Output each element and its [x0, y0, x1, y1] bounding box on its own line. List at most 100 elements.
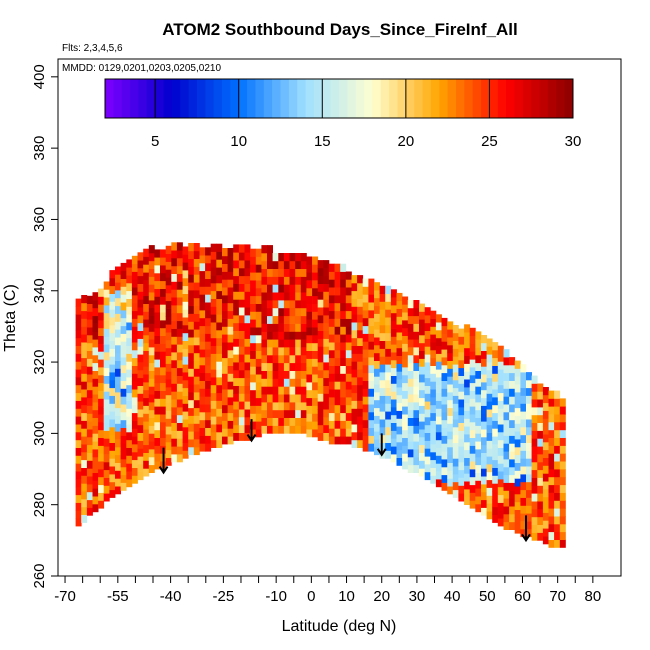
heatmap-cell — [227, 389, 234, 398]
heatmap-cell — [283, 362, 290, 371]
heatmap-cell — [233, 322, 240, 331]
heatmap-cell — [368, 310, 375, 319]
heatmap-cell — [233, 385, 240, 394]
heatmap-cell — [188, 321, 195, 330]
heatmap-cell — [255, 421, 262, 430]
heatmap-cell — [210, 275, 217, 284]
heatmap-cell — [261, 402, 268, 411]
heatmap-cell — [514, 486, 521, 495]
heatmap-cell — [390, 422, 397, 431]
heatmap-cell — [328, 271, 335, 280]
heatmap-cell — [143, 405, 150, 414]
y-tick-label: 400 — [31, 64, 48, 89]
heatmap-cell — [250, 248, 257, 257]
heatmap-cell — [441, 396, 448, 405]
heatmap-cell — [272, 260, 279, 269]
heatmap-cell — [554, 516, 561, 525]
heatmap-cell — [464, 379, 471, 388]
heatmap-cell — [497, 392, 504, 401]
colorbar-segment — [522, 79, 532, 118]
heatmap-cell — [503, 427, 510, 436]
heatmap-cell — [154, 320, 161, 329]
heatmap-cell — [441, 459, 448, 468]
heatmap-cell — [435, 322, 442, 331]
heatmap-cell — [469, 335, 476, 344]
heatmap-cell — [126, 369, 133, 378]
heatmap-cell — [165, 347, 172, 356]
heatmap-cell — [98, 335, 105, 344]
heatmap-cell — [92, 425, 99, 434]
heatmap-cell — [267, 417, 273, 426]
y-axis-label: Theta (C) — [2, 284, 19, 352]
heatmap-cell — [531, 383, 538, 392]
heatmap-cell — [402, 445, 409, 454]
heatmap-cell — [278, 425, 285, 434]
heatmap-cell — [464, 465, 471, 474]
heatmap-cell — [362, 357, 369, 366]
heatmap-cell — [81, 483, 88, 492]
heatmap-cell — [81, 349, 88, 359]
heatmap-cell — [154, 257, 161, 266]
heatmap-cell — [548, 492, 555, 501]
heatmap-cell — [486, 448, 493, 457]
heatmap-cell — [531, 414, 538, 423]
heatmap-cell — [216, 330, 223, 339]
heatmap-cell — [81, 334, 88, 343]
heatmap-cell — [199, 255, 206, 264]
chart-title: ATOM2 Southbound Days_Since_FireInf_All — [162, 20, 517, 39]
heatmap-cell — [306, 264, 313, 273]
x-axis: -70 -55 -40 -25 -10 0 10 20 30 40 50 60 70 80 — [54, 576, 601, 605]
heatmap-cell — [199, 364, 206, 374]
heatmap-cell — [193, 423, 200, 432]
heatmap-cell — [328, 428, 335, 437]
colorbar-segment — [447, 79, 457, 118]
heatmap-cell — [165, 308, 172, 317]
heatmap-cell — [205, 255, 212, 264]
heatmap-cell — [289, 409, 296, 418]
heatmap-cell — [537, 438, 544, 447]
heatmap-cell — [424, 385, 431, 394]
heatmap-cell — [188, 360, 195, 369]
heatmap-cell — [92, 370, 99, 379]
heatmap-cell — [542, 457, 549, 466]
heatmap-cell — [481, 421, 487, 430]
heatmap-cell — [148, 449, 155, 458]
heatmap-cell — [424, 307, 431, 316]
heatmap-cell — [92, 449, 99, 458]
heatmap-cell — [345, 279, 352, 288]
heatmap-cell — [554, 390, 561, 399]
heatmap-cell — [385, 450, 392, 459]
heatmap-cell — [300, 307, 307, 317]
heatmap-cell — [182, 262, 189, 271]
heatmap-cell — [295, 417, 302, 426]
heatmap-cell — [503, 349, 510, 358]
heatmap-cell — [216, 439, 223, 448]
heatmap-cell — [323, 260, 330, 269]
heatmap-cell — [464, 496, 471, 505]
colorbar-segment — [280, 79, 290, 118]
heatmap-cell — [368, 435, 375, 444]
heatmap-cell — [205, 325, 212, 334]
heatmap-cell — [402, 398, 409, 407]
heatmap-cell — [424, 401, 431, 410]
heatmap-cell — [430, 349, 437, 359]
heatmap-cell — [92, 504, 99, 513]
heatmap-cell — [497, 424, 504, 433]
heatmap-cell — [542, 465, 549, 474]
heatmap-cell — [351, 314, 358, 323]
heatmap-cell — [441, 412, 448, 421]
heatmap-cell — [554, 453, 561, 462]
heatmap-cell — [559, 508, 566, 517]
heatmap-cell — [267, 315, 273, 324]
heatmap-cell — [469, 398, 476, 407]
heatmap-cell — [514, 423, 521, 432]
heatmap-cell — [199, 404, 206, 413]
heatmap-cell — [98, 359, 105, 368]
heatmap-cell — [255, 319, 262, 328]
heatmap-cell — [176, 422, 183, 431]
heatmap-cell — [475, 409, 482, 418]
heatmap-cell — [81, 459, 88, 468]
heatmap-cell — [115, 282, 121, 291]
heatmap-cell — [109, 317, 116, 326]
heatmap-cell — [385, 387, 392, 396]
